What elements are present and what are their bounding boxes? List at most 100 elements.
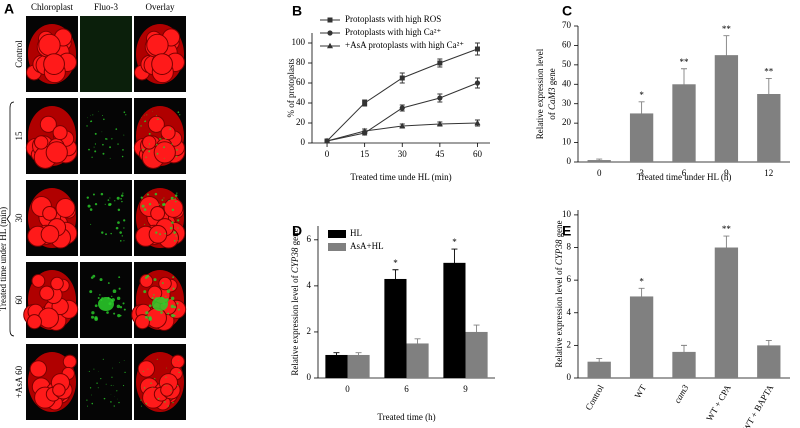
fluo-signal: [156, 152, 159, 155]
fluo-signal: [94, 202, 98, 206]
chloroplast: [39, 285, 55, 301]
fluo-signal: [174, 197, 176, 200]
fluo-signal: [153, 294, 155, 296]
fluo-signal: [171, 208, 175, 212]
fluo-signal: [148, 132, 151, 135]
fluo-signal: [117, 208, 121, 212]
fluo-signal: [117, 143, 119, 145]
fluo-signal: [143, 387, 146, 389]
y-axis-label: of CaM3 gene: [547, 68, 557, 120]
fluo-signal: [154, 192, 158, 196]
fluo-signal: [153, 278, 157, 282]
fluo-signal: [91, 156, 93, 158]
fluo-signal: [98, 110, 99, 112]
chloroplast: [52, 383, 66, 397]
fluo-signal: [117, 221, 120, 224]
marker: [436, 120, 443, 127]
fluo-signal: [122, 149, 124, 151]
fluo-signal: [102, 115, 104, 117]
bar: [347, 354, 370, 378]
bar: [629, 296, 654, 378]
y-tick-label: 60: [296, 77, 306, 87]
y-tick-label: 0: [301, 137, 306, 147]
fluo-signal: [123, 111, 126, 114]
bar: [384, 278, 407, 378]
fluo-signal: [171, 221, 174, 224]
fluo-signal: [147, 368, 149, 370]
significance-label: **: [764, 67, 774, 77]
y-tick-label: 30: [562, 98, 572, 108]
fluo-signal: [159, 383, 161, 385]
fluo-signal: [97, 387, 99, 389]
fluo-signal: [92, 114, 94, 116]
fluo-signal: [94, 304, 98, 308]
y-tick-label: 40: [296, 97, 306, 107]
fluo-signal: [115, 226, 119, 230]
fluo-signal: [101, 231, 104, 234]
fluo-signal: [150, 382, 152, 384]
fluo-signal: [89, 290, 93, 294]
fluo-signal: [173, 306, 177, 309]
fluo-signal: [156, 143, 158, 146]
fluo-signal: [89, 370, 90, 372]
fluo-signal: [109, 146, 111, 149]
fluo-signal: [163, 157, 165, 159]
bar: [714, 55, 739, 163]
chloroplast: [38, 307, 59, 329]
y-tick-label: 70: [562, 20, 572, 30]
fluo-signal: [173, 240, 176, 242]
fluo-signal: [152, 297, 168, 311]
fluo-signal: [169, 226, 173, 230]
significance-label: *: [639, 90, 644, 100]
fluo-signal: [121, 200, 123, 203]
marker: [327, 17, 333, 23]
x-axis-label: Treated time under HL (h): [637, 172, 732, 182]
fluo-signal: [123, 308, 126, 311]
fluo-signal: [119, 231, 122, 234]
fluo-signal: [102, 143, 104, 146]
chloroplast: [137, 360, 156, 378]
chloroplast: [150, 205, 166, 221]
fluo-signal: [170, 398, 172, 400]
x-tick-label: 60: [473, 149, 483, 159]
error-bar: [392, 269, 399, 289]
fluo-signal: [144, 114, 145, 116]
error-bar: [473, 324, 480, 340]
chloroplast: [38, 33, 61, 57]
fluo-signal: [123, 360, 125, 361]
x-tick-label: 0: [597, 168, 602, 178]
fluo-signal: [114, 200, 116, 202]
group-label: Treated time under HL (min): [0, 207, 8, 311]
bar: [325, 354, 348, 378]
fluo-signal: [170, 390, 172, 392]
fluo-signal: [164, 232, 166, 235]
y-tick-label: 20: [296, 117, 306, 127]
fluo-signal: [100, 192, 104, 196]
micrograph: [80, 180, 132, 256]
error-bar: [765, 340, 772, 351]
marker: [437, 60, 443, 66]
fluo-signal: [111, 138, 113, 140]
x-tick-label: 3: [639, 168, 644, 178]
row-label: 30: [14, 213, 24, 223]
fluo-signal: [116, 196, 120, 200]
fluo-signal: [98, 297, 114, 311]
error-bar: [333, 352, 340, 358]
chloroplast: [42, 205, 58, 221]
bar: [757, 94, 781, 162]
fluo-signal: [174, 194, 178, 197]
fluo-signal: [102, 152, 105, 155]
bar: [672, 351, 696, 378]
fluo-signal: [141, 204, 145, 208]
fluo-signal: [88, 148, 90, 151]
fluo-signal: [173, 362, 175, 363]
fluo-signal: [98, 371, 99, 372]
fluo-signal: [175, 235, 178, 237]
fluo-signal: [90, 223, 92, 225]
micrograph: [80, 344, 132, 420]
chloroplast: [147, 115, 165, 133]
fluo-signal: [122, 302, 125, 305]
fluo-signal: [173, 231, 176, 234]
fluo-signal: [105, 233, 107, 236]
fluo-signal: [158, 203, 160, 205]
